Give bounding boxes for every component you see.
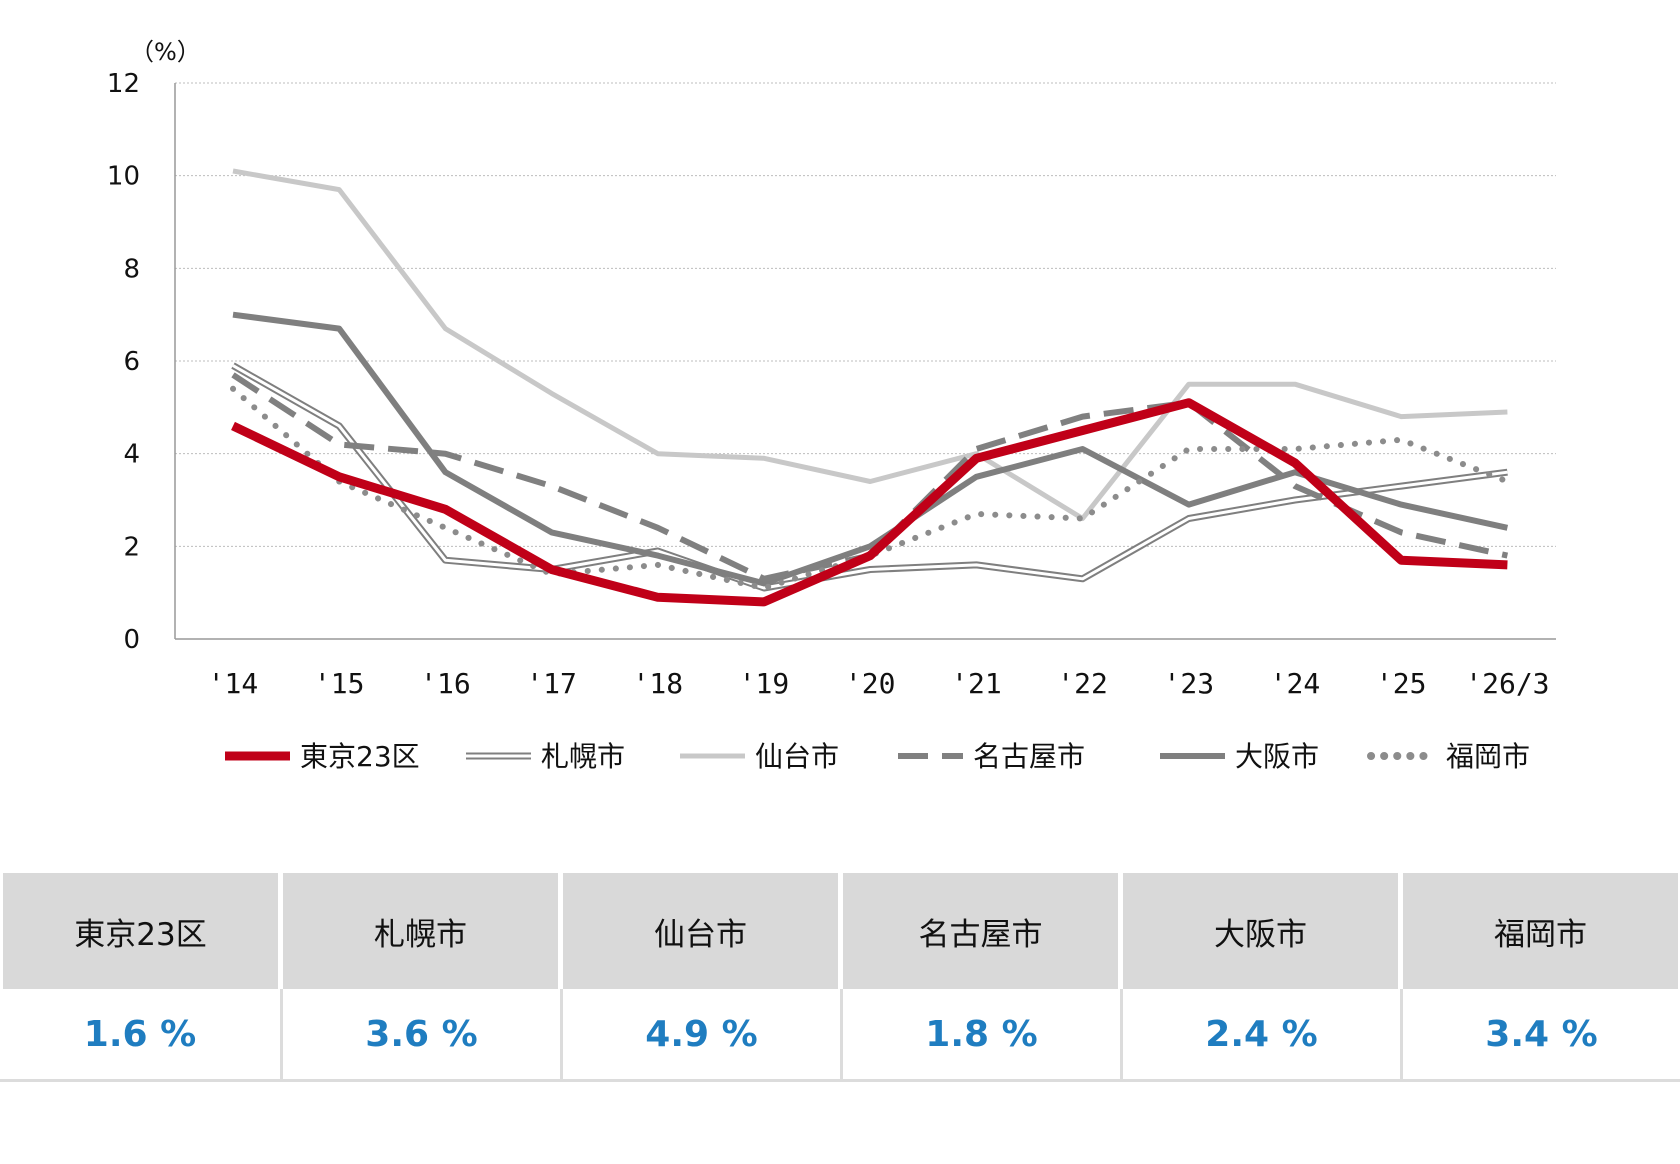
x-tick-label: '17 bbox=[526, 667, 577, 700]
summary-header-cell: 大阪市 bbox=[1120, 873, 1400, 989]
x-axis-ticks: '14 '15 '16 '17 '18 '19 '20 '21 '22 '23 '24 '25 '26/… bbox=[208, 667, 1550, 700]
summary-header-cell: 福岡市 bbox=[1400, 873, 1680, 989]
series-line-5 bbox=[231, 398, 1508, 607]
summary-value-cell: 3.6 % bbox=[280, 989, 560, 1082]
series-lines bbox=[230, 168, 1511, 607]
x-tick-label: '15 bbox=[314, 667, 365, 700]
x-tick-label: '16 bbox=[420, 667, 471, 700]
y-axis-unit-label: （%） bbox=[130, 38, 201, 66]
legend-label: 大阪市 bbox=[1235, 740, 1319, 773]
series-line-4 bbox=[230, 385, 1511, 591]
summary-header-cell: 札幌市 bbox=[280, 873, 560, 989]
y-tick-label: 0 bbox=[123, 625, 140, 655]
x-tick-label: '21 bbox=[951, 667, 1002, 700]
series-line-2 bbox=[232, 311, 1509, 587]
summary-header-cell: 名古屋市 bbox=[840, 873, 1120, 989]
summary-value-cell: 1.6 % bbox=[0, 989, 280, 1082]
summary-value-cell: 2.4 % bbox=[1120, 989, 1400, 1082]
legend-label: 福岡市 bbox=[1446, 740, 1530, 773]
summary-value-row: 1.6 % 3.6 % 4.9 % 1.8 % 2.4 % 3.4 % bbox=[0, 989, 1680, 1082]
summary-header-cell: 仙台市 bbox=[560, 873, 840, 989]
x-tick-label: '24 bbox=[1270, 667, 1321, 700]
y-tick-label: 12 bbox=[107, 69, 140, 99]
y-tick-label: 4 bbox=[123, 440, 140, 470]
y-tick-label: 6 bbox=[123, 347, 140, 377]
summary-value-cell: 3.4 % bbox=[1400, 989, 1680, 1082]
summary-value-cell: 4.9 % bbox=[560, 989, 840, 1082]
series-line-1 bbox=[232, 168, 1508, 521]
series-line-0-inner bbox=[232, 364, 1508, 590]
x-tick-label: '18 bbox=[633, 667, 684, 700]
summary-header-cell: 東京23区 bbox=[0, 873, 280, 989]
x-tick-label: '25 bbox=[1376, 667, 1427, 700]
x-tick-label: '26/3 bbox=[1465, 667, 1549, 700]
line-chart: （%） 0 2 4 6 8 10 12 '14 '15 '16 '17 '18 '19 '20 '21 '2… bbox=[107, 38, 1556, 773]
legend-label: 札幌市 bbox=[541, 740, 625, 773]
x-tick-label: '23 bbox=[1164, 667, 1215, 700]
x-tick-label: '22 bbox=[1057, 667, 1108, 700]
x-tick-label: '14 bbox=[208, 667, 259, 700]
legend: 東京23区 札幌市 仙台市 名古屋市 大阪市 福岡市 bbox=[225, 740, 1530, 773]
summary-value-cell: 1.8 % bbox=[840, 989, 1120, 1082]
summary-header-row: 東京23区 札幌市 仙台市 名古屋市 大阪市 福岡市 bbox=[0, 873, 1680, 989]
axes bbox=[174, 83, 1556, 640]
x-tick-label: '19 bbox=[739, 667, 790, 700]
legend-label: 仙台市 bbox=[755, 740, 839, 773]
y-tick-label: 8 bbox=[123, 254, 140, 284]
legend-label: 東京23区 bbox=[300, 740, 420, 773]
y-axis-ticks: 0 2 4 6 8 10 12 bbox=[107, 69, 140, 655]
summary-table: 東京23区 札幌市 仙台市 名古屋市 大阪市 福岡市 1.6 % 3.6 % 4… bbox=[0, 873, 1680, 1082]
y-tick-label: 10 bbox=[107, 162, 140, 192]
x-tick-label: '20 bbox=[845, 667, 896, 700]
legend-label: 名古屋市 bbox=[973, 740, 1085, 773]
y-tick-label: 2 bbox=[123, 532, 140, 562]
